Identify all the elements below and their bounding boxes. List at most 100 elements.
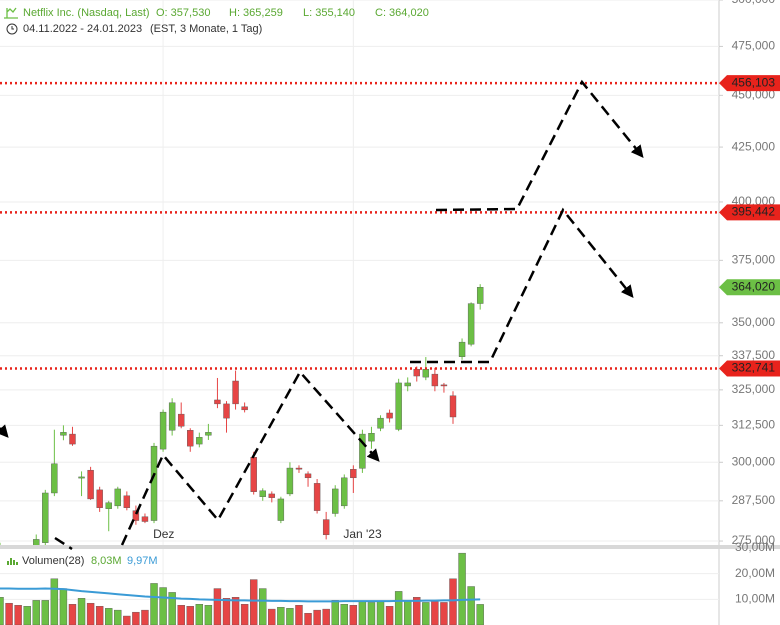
volume-bar — [394, 591, 403, 625]
y-tick-label: 350,000 — [732, 315, 776, 329]
candle-body — [105, 502, 112, 509]
candle-body — [377, 417, 384, 429]
volume-bar — [14, 605, 22, 625]
volume-panel — [0, 552, 484, 625]
volume-bar — [277, 607, 285, 625]
candle-body — [295, 467, 303, 470]
volume-bar — [286, 608, 294, 625]
header-line: Netflix Inc. (Nasdaq, Last) O: 357,530 H… — [23, 7, 429, 19]
candle-body — [259, 490, 266, 497]
candle-body — [42, 492, 49, 543]
y-tick-label: 275,000 — [732, 533, 776, 547]
volume-bar — [385, 606, 394, 625]
arrow — [120, 369, 380, 546]
volume-bar — [213, 588, 222, 625]
volume-bar — [195, 604, 204, 625]
arrow — [0, 424, 9, 438]
volume-name: Volumen(28) — [22, 555, 84, 567]
level-tag — [719, 279, 780, 296]
ohlc-label: O: 357,530 — [156, 7, 210, 19]
date-range: 04.11.2022 - 24.01.2023 — [23, 23, 142, 35]
y-tick-label: 475,000 — [732, 39, 776, 53]
candle-body — [386, 412, 393, 419]
candle-body — [60, 432, 67, 436]
level-label: 332,741 — [732, 361, 776, 375]
volume-bar — [41, 600, 49, 625]
volume-bar — [476, 604, 484, 625]
level-label: 364,020 — [732, 279, 776, 293]
candle-body — [150, 445, 158, 521]
candle-body — [96, 489, 103, 508]
candle-body — [422, 369, 430, 378]
candle-body — [159, 411, 167, 450]
volume-bar — [150, 583, 158, 625]
y-tick-label: 312,500 — [732, 418, 776, 432]
volume-bar — [467, 586, 475, 625]
candle-body — [250, 456, 257, 492]
y-tick-label: 10,00M — [735, 592, 775, 606]
volume-bar — [340, 604, 348, 625]
candle-body — [359, 433, 366, 469]
candle-body — [87, 469, 94, 500]
arrow — [435, 79, 644, 212]
volume-bar — [59, 588, 68, 625]
candle-body — [187, 430, 194, 447]
range-info: (EST, 3 Monate, 1 Tag) — [150, 23, 262, 35]
candle-body — [304, 473, 312, 479]
arrow — [410, 207, 634, 364]
y-tick-label: 287,500 — [732, 493, 776, 507]
candle-body — [241, 406, 248, 411]
volume-bar — [458, 552, 466, 625]
volume-average: 9,97M — [127, 555, 158, 567]
volume-bar — [123, 615, 131, 625]
ohlc-label: C: 364,020 — [375, 7, 429, 19]
volume-icon — [7, 558, 18, 565]
volume-bar — [304, 612, 312, 625]
candle-body — [404, 382, 411, 387]
level-tag — [719, 75, 780, 92]
y-axis: 275,000 287,500 300,000 312,500 325,000 337,5… — [153, 0, 780, 606]
volume-bar — [422, 602, 430, 625]
candle-body — [341, 477, 348, 507]
volume-bar — [259, 588, 267, 625]
volume-bar — [177, 605, 185, 625]
volume-bar — [240, 604, 249, 625]
candle-body — [350, 469, 357, 479]
volume-bar — [231, 597, 240, 625]
candle-body — [476, 287, 484, 304]
title: Netflix Inc. (Nasdaq, Last) — [23, 7, 150, 19]
candle-body — [232, 380, 239, 405]
volume-bar — [249, 579, 258, 625]
volume-bar — [0, 597, 4, 625]
volume-bar — [431, 601, 439, 625]
price-panel — [0, 81, 719, 545]
candle-body — [467, 303, 475, 345]
candle-body — [458, 341, 466, 357]
volume-bar — [132, 611, 140, 625]
candle-body — [123, 495, 131, 508]
volume-bar — [186, 606, 194, 625]
candle-body — [322, 519, 330, 536]
y-tick-label: 300,000 — [732, 454, 776, 468]
candle-body — [69, 433, 76, 445]
volume-bar — [77, 598, 86, 625]
icon — [4, 7, 18, 19]
volume-bar — [105, 608, 113, 625]
candle-body — [368, 433, 375, 442]
candle-body — [132, 510, 140, 521]
volume-legend: Volumen(28) 8,03M 9,97M — [22, 555, 158, 567]
volume-bar — [440, 602, 448, 625]
candle-body — [205, 432, 212, 436]
candle-body — [395, 382, 402, 430]
candle-body — [168, 402, 176, 431]
volume-bar — [159, 587, 167, 625]
volume-bar — [331, 600, 339, 625]
volume-bar — [204, 605, 213, 625]
candle-body — [440, 384, 448, 387]
grid — [0, 0, 719, 625]
volume-bar — [95, 606, 104, 625]
y-tick-label: 500,000 — [732, 0, 776, 6]
volume-bar — [358, 601, 367, 625]
candle-body — [332, 488, 339, 514]
